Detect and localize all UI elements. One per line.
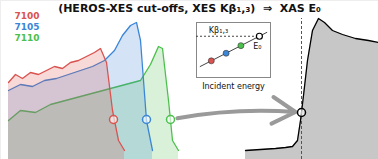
svg-text:Incident energy: Incident energy <box>202 82 265 91</box>
svg-text:7110: 7110 <box>15 33 40 43</box>
svg-text:7100: 7100 <box>15 11 40 21</box>
svg-text:E₀: E₀ <box>253 42 261 51</box>
svg-text:7105: 7105 <box>15 22 40 32</box>
svg-text:(HEROS-XES cut-offs, XES Kβ₁,₃: (HEROS-XES cut-offs, XES Kβ₁,₃) ⇒ XAS E₀ <box>58 2 321 15</box>
svg-text:Kβ₁,₃: Kβ₁,₃ <box>209 26 228 35</box>
